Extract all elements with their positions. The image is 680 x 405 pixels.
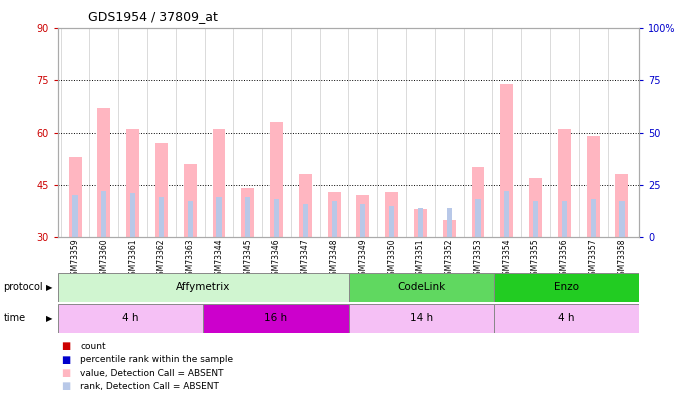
Bar [69,157,82,237]
Text: CodeLink: CodeLink [397,282,445,292]
Bar [558,129,571,237]
Bar [58,304,203,333]
Bar [529,178,542,237]
Text: protocol: protocol [3,282,43,292]
Bar [126,129,139,237]
Bar [389,206,394,237]
Bar [475,199,481,237]
Bar [274,199,279,237]
Bar [97,108,110,237]
Bar [203,304,348,333]
Text: ■: ■ [61,341,71,351]
Bar [188,201,193,237]
Bar [73,195,78,237]
Bar [332,201,337,237]
Bar [159,197,164,237]
Bar [356,195,369,237]
Bar [348,304,494,333]
Bar [303,204,308,237]
Bar [270,122,283,237]
Bar [216,197,222,237]
Text: ■: ■ [61,355,71,364]
Text: 4 h: 4 h [122,313,139,323]
Bar [504,191,509,237]
Bar [348,273,494,302]
Text: Affymetrix: Affymetrix [176,282,231,292]
Text: value, Detection Call = ABSENT: value, Detection Call = ABSENT [80,369,224,377]
Bar [385,192,398,237]
Bar [299,175,312,237]
Bar [130,193,135,237]
Bar [101,191,107,237]
Bar [414,209,427,237]
Bar [447,208,452,237]
Text: count: count [80,342,106,351]
Text: ▶: ▶ [46,314,52,323]
Bar [155,143,168,237]
Text: time: time [3,313,26,323]
Bar [615,175,628,237]
Bar [500,84,513,237]
Text: 14 h: 14 h [409,313,432,323]
Bar [590,199,596,237]
Text: ■: ■ [61,368,71,378]
Bar [58,273,348,302]
Bar [213,129,226,237]
Bar [241,188,254,237]
Bar [471,167,484,237]
Bar [245,197,250,237]
Bar [533,201,538,237]
Bar [587,136,600,237]
Text: Enzo: Enzo [554,282,579,292]
Bar [418,208,423,237]
Text: percentile rank within the sample: percentile rank within the sample [80,355,233,364]
Text: ■: ■ [61,382,71,391]
Text: rank, Detection Call = ABSENT: rank, Detection Call = ABSENT [80,382,219,391]
Bar [184,164,197,237]
Bar [494,304,639,333]
Text: GDS1954 / 37809_at: GDS1954 / 37809_at [88,10,218,23]
Bar [328,192,341,237]
Bar [619,201,624,237]
Bar [360,204,365,237]
Bar [494,273,639,302]
Text: ▶: ▶ [46,283,52,292]
Text: 16 h: 16 h [265,313,288,323]
Bar [443,220,456,237]
Text: 4 h: 4 h [558,313,575,323]
Bar [562,201,567,237]
